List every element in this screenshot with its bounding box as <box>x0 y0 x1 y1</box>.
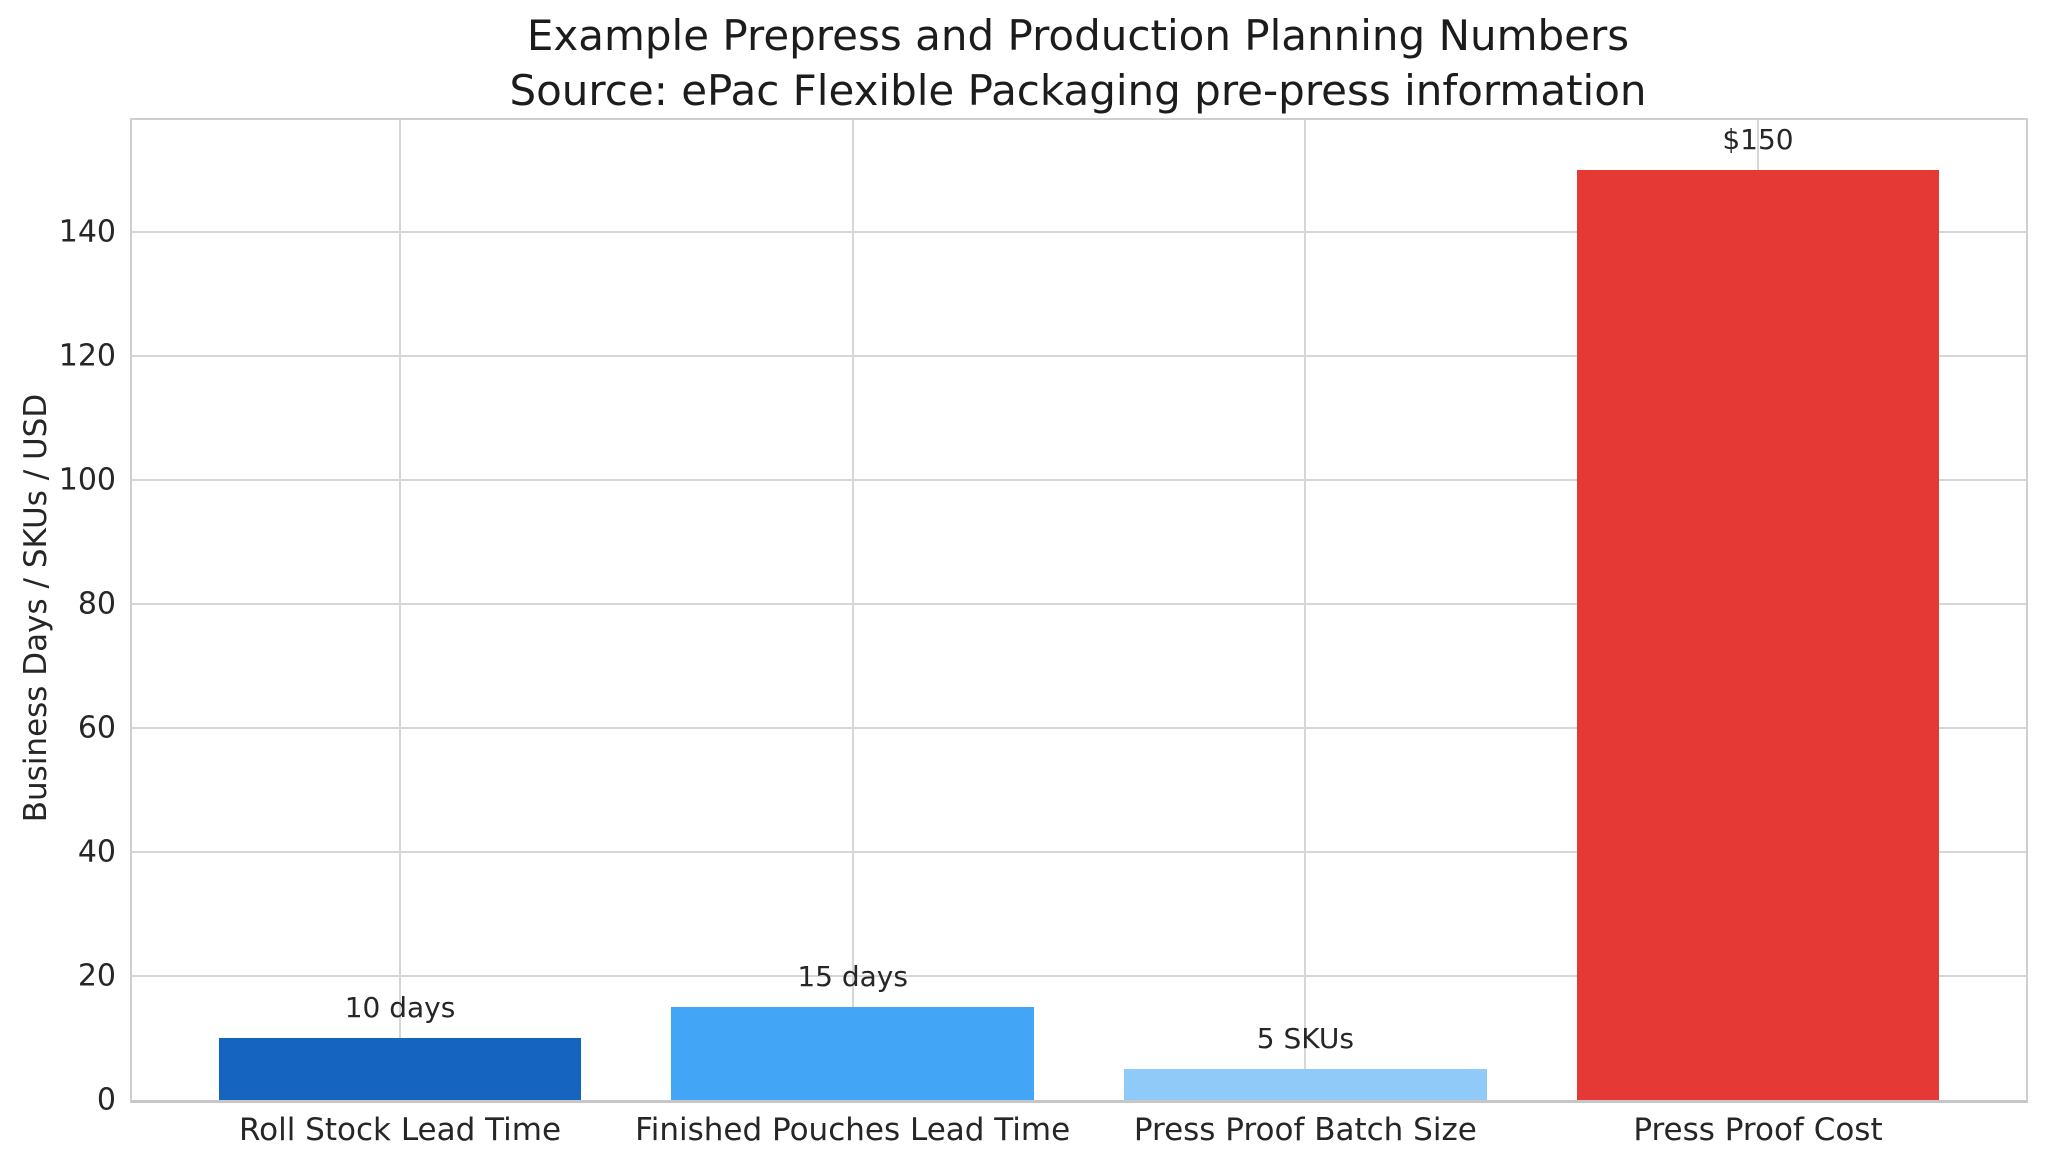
x-tick-label: Finished Pouches Lead Time <box>635 1112 1071 1148</box>
v-gridline <box>851 120 854 1100</box>
h-gridline <box>132 726 2026 729</box>
v-gridline <box>1304 120 1307 1100</box>
x-tick-label: Roll Stock Lead Time <box>238 1112 562 1148</box>
chart-title: Example Prepress and Production Planning… <box>509 11 1647 116</box>
y-tick-label: 100 <box>58 462 116 498</box>
h-gridline <box>132 230 2026 233</box>
bar-value-label: $150 <box>1722 122 1794 156</box>
y-tick-label: 0 <box>96 1082 116 1118</box>
bar <box>1123 1069 1487 1100</box>
bar-value-label: 5 SKUs <box>1256 1022 1354 1055</box>
v-gridline <box>399 120 401 1100</box>
y-tick-label: 20 <box>77 958 116 994</box>
y-tick-label: 140 <box>58 214 116 250</box>
y-axis-label: Business Days / SKUs / USD <box>18 393 54 823</box>
h-gridline <box>132 478 2026 481</box>
h-gridline <box>132 850 2026 853</box>
y-tick-label: 60 <box>77 710 116 746</box>
y-tick-label: 80 <box>77 586 116 622</box>
h-gridline <box>132 602 2026 605</box>
bar-value-label: 10 days <box>344 990 456 1024</box>
y-tick-label: 120 <box>58 338 116 374</box>
bar <box>671 1006 1034 1100</box>
bar-value-label: 15 days <box>797 959 908 993</box>
plot-area: 0 20 40 60 80 100 120 140 10 days Roll Stock Lead… <box>59 118 2028 1148</box>
x-tick-label: Press Proof Batch Size <box>1133 1112 1477 1148</box>
bar <box>218 1037 582 1100</box>
h-gridline <box>132 974 2026 977</box>
y-tick-label: 40 <box>77 834 116 870</box>
h-gridline <box>132 354 2026 357</box>
x-tick-label: Press Proof Cost <box>1633 1112 1883 1148</box>
bar <box>1576 169 1940 1100</box>
